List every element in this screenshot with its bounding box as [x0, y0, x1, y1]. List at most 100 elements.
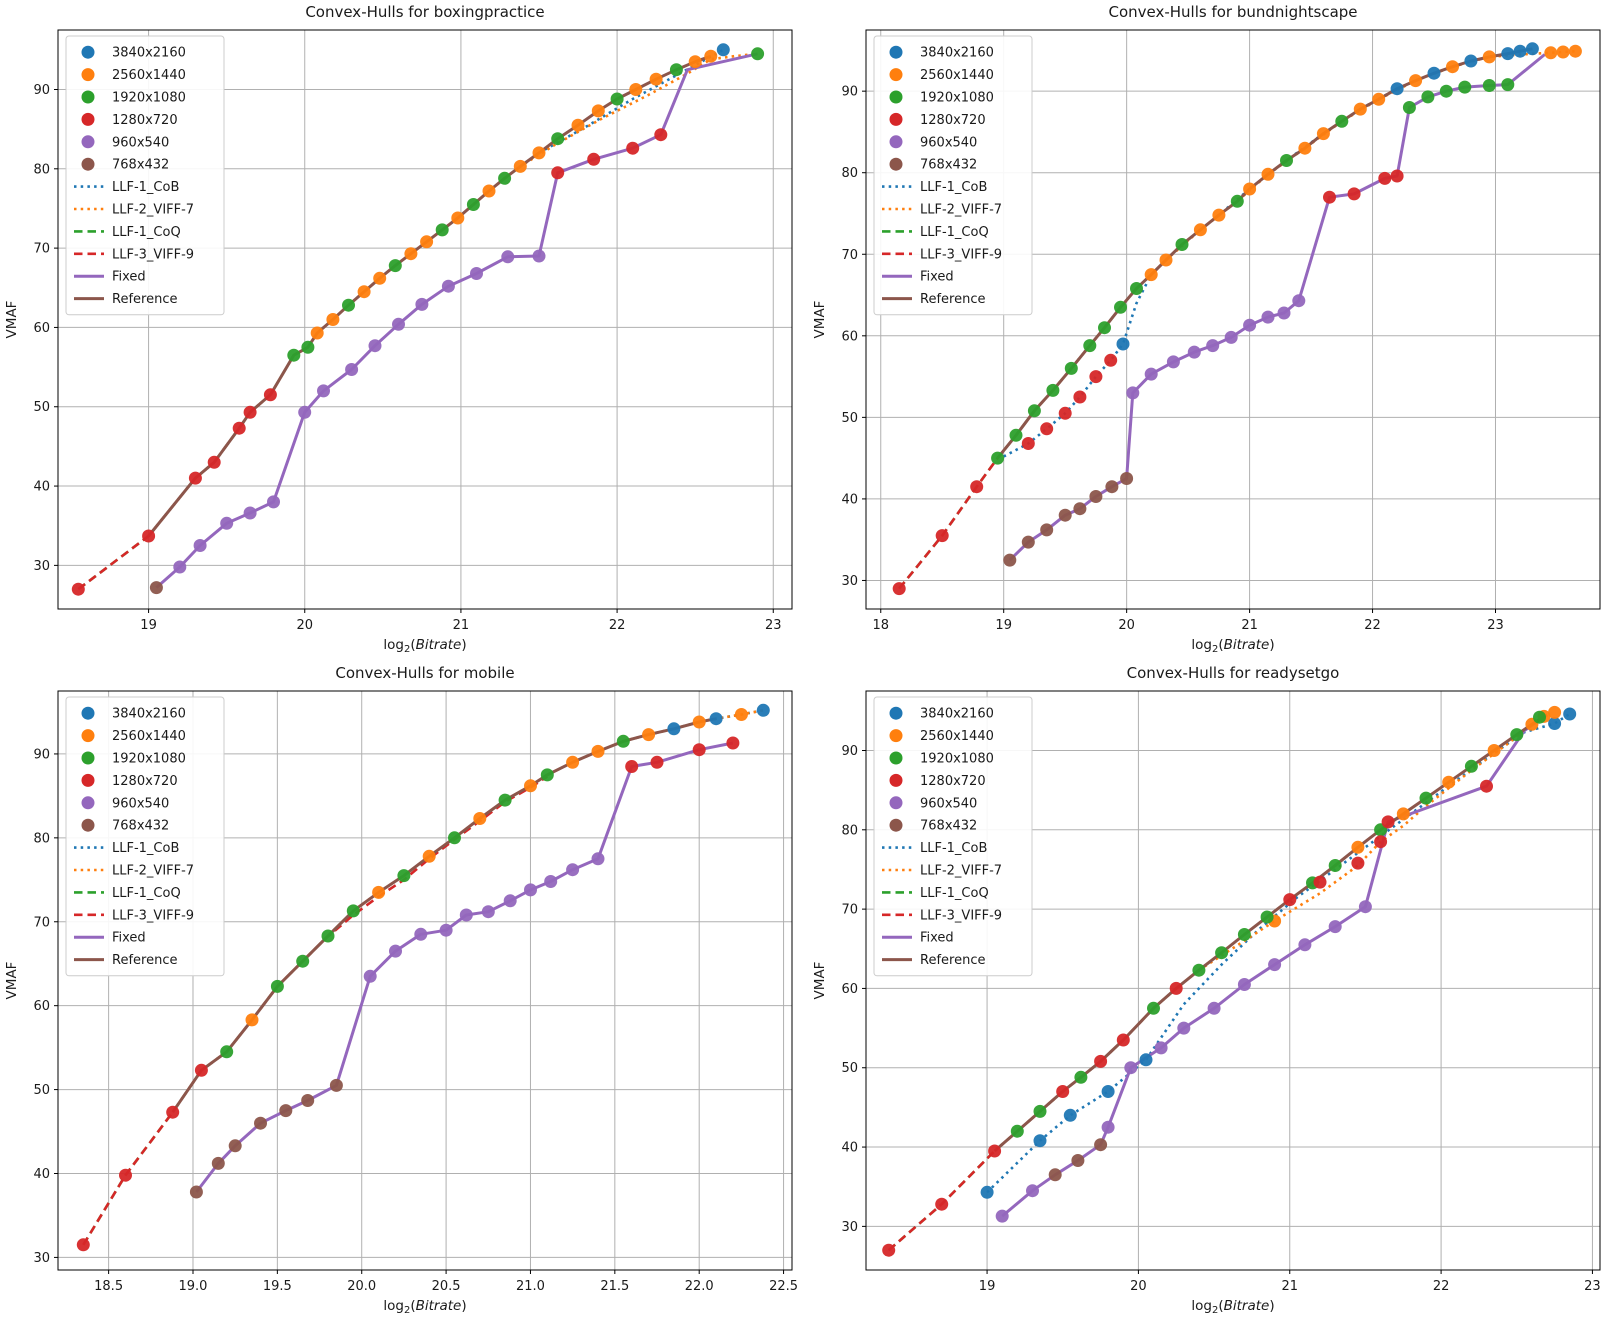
- svg-text:Reference: Reference: [920, 953, 985, 968]
- svg-text:60: 60: [841, 982, 858, 997]
- svg-text:Reference: Reference: [112, 953, 177, 968]
- svg-text:19.5: 19.5: [263, 1279, 292, 1294]
- svg-text:Fixed: Fixed: [112, 270, 146, 285]
- svg-text:22.0: 22.0: [685, 1279, 714, 1294]
- svg-text:Convex-Hulls for boxingpractic: Convex-Hulls for boxingpractice: [305, 3, 544, 21]
- svg-text:20: 20: [296, 618, 313, 633]
- svg-text:80: 80: [841, 823, 858, 838]
- svg-text:18.5: 18.5: [94, 1279, 123, 1294]
- svg-text:22: 22: [1433, 1279, 1450, 1294]
- svg-text:20: 20: [1130, 1279, 1147, 1294]
- svg-text:90: 90: [33, 747, 50, 762]
- svg-text:Convex-Hulls for bundnightscap: Convex-Hulls for bundnightscape: [1108, 3, 1357, 21]
- svg-text:30: 30: [33, 1251, 50, 1266]
- svg-text:18: 18: [872, 618, 889, 633]
- svg-text:log2(Bitrate): log2(Bitrate): [1191, 637, 1274, 655]
- svg-text:21.5: 21.5: [600, 1279, 629, 1294]
- svg-text:22.5: 22.5: [769, 1279, 798, 1294]
- svg-text:VMAF: VMAF: [4, 962, 20, 1000]
- svg-text:50: 50: [33, 1083, 50, 1098]
- svg-text:VMAF: VMAF: [812, 962, 828, 1000]
- svg-text:22: 22: [609, 618, 626, 633]
- svg-text:LLF-2_VIFF-7: LLF-2_VIFF-7: [920, 864, 1002, 879]
- svg-text:2560x1440: 2560x1440: [112, 68, 186, 83]
- svg-text:19: 19: [140, 618, 157, 633]
- mobile-plot: 18.5 19.0 19.5 20.0 20.5 21.0 21.5 22.0 22.5 30 40…: [4, 664, 798, 1316]
- svg-text:21: 21: [1241, 618, 1258, 633]
- readysetgo-plot: 19 20 21 22 23 30 40 50 60 70 80 90 Convex-Hulls for…: [812, 664, 1601, 1316]
- svg-text:1920x1080: 1920x1080: [920, 91, 994, 106]
- svg-text:90: 90: [841, 85, 858, 100]
- svg-text:LLF-2_VIFF-7: LLF-2_VIFF-7: [920, 203, 1002, 218]
- chart-bundnightscape: 18 19 20 21 22 23 30 40 50 60 70 80 90 Convex-Hulls f…: [808, 0, 1616, 661]
- svg-text:LLF-1_CoB: LLF-1_CoB: [112, 841, 179, 856]
- svg-text:768x432: 768x432: [920, 819, 977, 834]
- svg-text:30: 30: [841, 574, 858, 589]
- svg-text:19: 19: [979, 1279, 996, 1294]
- svg-text:LLF-3_VIFF-9: LLF-3_VIFF-9: [112, 908, 194, 923]
- svg-text:log2(Bitrate): log2(Bitrate): [383, 637, 466, 655]
- svg-text:VMAF: VMAF: [812, 301, 828, 339]
- svg-text:90: 90: [841, 744, 858, 759]
- svg-text:22: 22: [1364, 618, 1381, 633]
- bundnightscape-plot: 18 19 20 21 22 23 30 40 50 60 70 80 90 Convex-Hulls f…: [812, 3, 1601, 655]
- svg-text:1920x1080: 1920x1080: [112, 91, 186, 106]
- svg-text:50: 50: [841, 411, 858, 426]
- svg-text:23: 23: [1487, 618, 1504, 633]
- svg-text:Fixed: Fixed: [920, 931, 954, 946]
- svg-text:21: 21: [453, 618, 470, 633]
- svg-text:3840x2160: 3840x2160: [920, 707, 994, 722]
- svg-text:80: 80: [841, 166, 858, 181]
- svg-text:1920x1080: 1920x1080: [920, 752, 994, 767]
- svg-text:960x540: 960x540: [920, 796, 977, 811]
- svg-text:70: 70: [33, 242, 50, 257]
- svg-text:Fixed: Fixed: [112, 931, 146, 946]
- svg-text:50: 50: [841, 1061, 858, 1076]
- svg-text:3840x2160: 3840x2160: [112, 707, 186, 722]
- svg-text:LLF-1_CoB: LLF-1_CoB: [920, 841, 987, 856]
- svg-text:20.5: 20.5: [432, 1279, 461, 1294]
- svg-text:2560x1440: 2560x1440: [920, 68, 994, 83]
- svg-text:log2(Bitrate): log2(Bitrate): [1191, 1298, 1274, 1316]
- svg-text:Reference: Reference: [112, 292, 177, 307]
- svg-text:23: 23: [765, 618, 782, 633]
- svg-text:1280x720: 1280x720: [920, 113, 986, 128]
- svg-text:768x432: 768x432: [920, 158, 977, 173]
- svg-text:LLF-3_VIFF-9: LLF-3_VIFF-9: [920, 247, 1002, 262]
- svg-text:2560x1440: 2560x1440: [920, 729, 994, 744]
- svg-text:30: 30: [841, 1220, 858, 1235]
- svg-text:log2(Bitrate): log2(Bitrate): [383, 1298, 466, 1316]
- svg-text:21.0: 21.0: [516, 1279, 545, 1294]
- chart-boxingpractice: 19 20 21 22 23 30 40 50 60 70 80 90 Convex-Hulls for…: [0, 0, 808, 661]
- svg-text:LLF-2_VIFF-7: LLF-2_VIFF-7: [112, 864, 194, 879]
- svg-text:LLF-1_CoQ: LLF-1_CoQ: [112, 886, 181, 901]
- svg-text:LLF-1_CoB: LLF-1_CoB: [112, 180, 179, 195]
- svg-text:LLF-1_CoQ: LLF-1_CoQ: [920, 225, 989, 240]
- svg-text:1280x720: 1280x720: [920, 774, 986, 789]
- svg-text:60: 60: [33, 321, 50, 336]
- boxingpractice-plot: 19 20 21 22 23 30 40 50 60 70 80 90 Convex-Hulls for…: [4, 3, 793, 655]
- svg-text:40: 40: [841, 492, 858, 507]
- svg-text:20.0: 20.0: [347, 1279, 376, 1294]
- svg-text:960x540: 960x540: [112, 135, 169, 150]
- svg-text:70: 70: [841, 248, 858, 263]
- svg-text:Convex-Hulls for readysetgo: Convex-Hulls for readysetgo: [1127, 664, 1340, 682]
- svg-text:40: 40: [33, 480, 50, 495]
- svg-text:40: 40: [33, 1167, 50, 1182]
- svg-text:3840x2160: 3840x2160: [112, 46, 186, 61]
- svg-text:Fixed: Fixed: [920, 270, 954, 285]
- svg-text:1280x720: 1280x720: [112, 774, 178, 789]
- svg-text:80: 80: [33, 162, 50, 177]
- svg-text:23: 23: [1584, 1279, 1601, 1294]
- svg-text:2560x1440: 2560x1440: [112, 729, 186, 744]
- svg-text:1920x1080: 1920x1080: [112, 752, 186, 767]
- svg-text:70: 70: [841, 903, 858, 918]
- chart-readysetgo: 19 20 21 22 23 30 40 50 60 70 80 90 Convex-Hulls for…: [808, 661, 1616, 1322]
- svg-text:3840x2160: 3840x2160: [920, 46, 994, 61]
- svg-text:960x540: 960x540: [920, 135, 977, 150]
- svg-text:90: 90: [33, 83, 50, 98]
- svg-text:LLF-2_VIFF-7: LLF-2_VIFF-7: [112, 203, 194, 218]
- svg-text:20: 20: [1118, 618, 1135, 633]
- svg-text:30: 30: [33, 559, 50, 574]
